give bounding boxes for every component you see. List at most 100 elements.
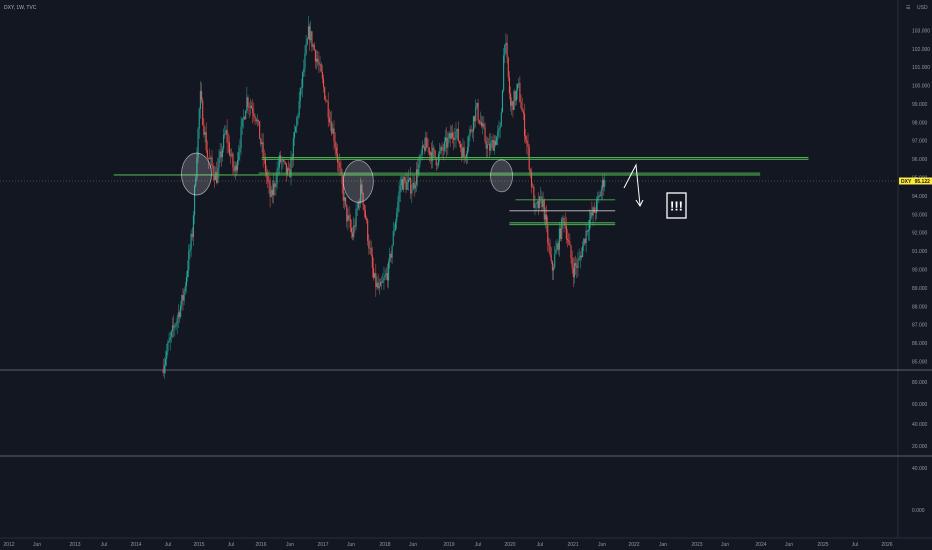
highlight-ellipse-2[interactable]	[490, 159, 513, 193]
candle-282	[490, 133, 492, 156]
time-tick-19: Jun	[598, 542, 606, 548]
candle-156	[343, 192, 346, 210]
candle-349	[568, 232, 570, 246]
pane3-tick-1: 40.000	[912, 466, 928, 472]
candle-79	[254, 113, 256, 126]
candle-179	[370, 240, 372, 257]
candle-334	[550, 247, 552, 264]
candle-119	[300, 78, 303, 96]
candle-191	[384, 268, 386, 280]
candle-295	[505, 33, 507, 54]
price-tick-4: 89.000	[912, 286, 928, 292]
highlight-ellipse-0[interactable]	[181, 152, 212, 196]
candle-58	[230, 149, 232, 165]
time-tick-11: Jun	[347, 542, 355, 548]
time-tick-9: Jun	[286, 542, 294, 548]
candle-62	[234, 161, 236, 180]
candle-95	[273, 172, 275, 204]
candle-6	[169, 331, 171, 351]
price-tick-13: 98.000	[912, 120, 928, 126]
candle-17	[182, 287, 184, 311]
candle-224	[422, 144, 425, 149]
time-tick-5: Jul	[165, 542, 171, 548]
candle-236	[436, 162, 438, 170]
candle-338	[555, 240, 557, 255]
candle-359	[579, 251, 581, 269]
candle-280	[487, 138, 490, 145]
price-axis[interactable]: 85.000 86.000 87.000 88.000 89.000 90.000 91.0…	[912, 28, 930, 514]
candle-259	[463, 141, 465, 164]
candle-187	[379, 278, 382, 287]
candle-131	[314, 49, 316, 69]
candle-170	[360, 177, 362, 208]
annotation-callout[interactable]: !!!	[666, 192, 687, 219]
candle-221	[419, 153, 421, 168]
candle-240	[441, 142, 443, 157]
candle-37	[205, 122, 207, 153]
candle-254	[457, 121, 459, 143]
candle-246	[448, 131, 450, 144]
candle-115	[296, 115, 298, 134]
badge-symbol: DXY	[901, 179, 912, 185]
candle-164	[353, 217, 355, 241]
candle-213	[410, 167, 412, 199]
candle-57	[228, 135, 230, 157]
candle-215	[412, 173, 414, 191]
candle-226	[425, 131, 427, 153]
candle-72	[246, 86, 248, 114]
candle-110	[290, 150, 292, 186]
candle-33	[201, 82, 203, 104]
candle-69	[242, 109, 244, 129]
badge-value: 95.122	[915, 179, 931, 185]
candle-43	[212, 163, 214, 181]
candle-182	[374, 272, 376, 279]
candle-277	[484, 122, 486, 144]
candle-4	[167, 339, 169, 356]
price-tick-14: 99.000	[912, 102, 928, 108]
candle-176	[367, 217, 369, 246]
candle-279	[486, 137, 488, 158]
candle-193	[386, 263, 388, 288]
candle-307	[519, 75, 521, 103]
candle-158	[346, 204, 348, 228]
candle-114	[295, 125, 297, 133]
time-axis[interactable]: 2012 Jun 2013 Jul 2014 Jul 2015 Jul 2016 Jun 2017 J…	[3, 542, 892, 548]
highlight-ellipse-1[interactable]	[342, 160, 374, 203]
candle-354	[573, 257, 576, 284]
candle-178	[369, 239, 371, 254]
candle-355	[575, 255, 577, 275]
candle-73	[247, 95, 249, 115]
candle-94	[271, 180, 273, 203]
candle-22	[188, 244, 190, 278]
candle-68	[241, 118, 243, 135]
candle-60	[232, 151, 234, 175]
candle-14	[178, 309, 181, 323]
candle-228	[427, 138, 429, 153]
scale-settings-icon[interactable]: ☰	[906, 5, 911, 11]
candle-87	[263, 149, 265, 164]
candle-350	[569, 233, 571, 246]
candle-231	[431, 142, 433, 169]
candle-362	[583, 238, 585, 252]
candle-306	[518, 78, 520, 88]
candle-113	[293, 124, 296, 147]
candle-140	[325, 95, 327, 104]
candle-353	[572, 257, 574, 288]
candle-357	[577, 251, 579, 277]
candle-222	[420, 149, 422, 161]
candle-233	[433, 144, 435, 158]
highlight-ellipses	[181, 152, 513, 203]
time-tick-2: 2013	[69, 542, 80, 548]
candle-344	[562, 215, 564, 229]
candle-196	[390, 251, 392, 263]
price-tick-11: 96.000	[912, 157, 928, 163]
candle-299	[510, 86, 512, 112]
candle-45	[214, 166, 217, 181]
candle-50	[220, 143, 222, 167]
projection-arrow	[623, 163, 641, 206]
candle-325	[540, 187, 542, 204]
candle-86	[262, 132, 264, 168]
candle-81	[256, 114, 258, 127]
candle-320	[534, 195, 536, 216]
